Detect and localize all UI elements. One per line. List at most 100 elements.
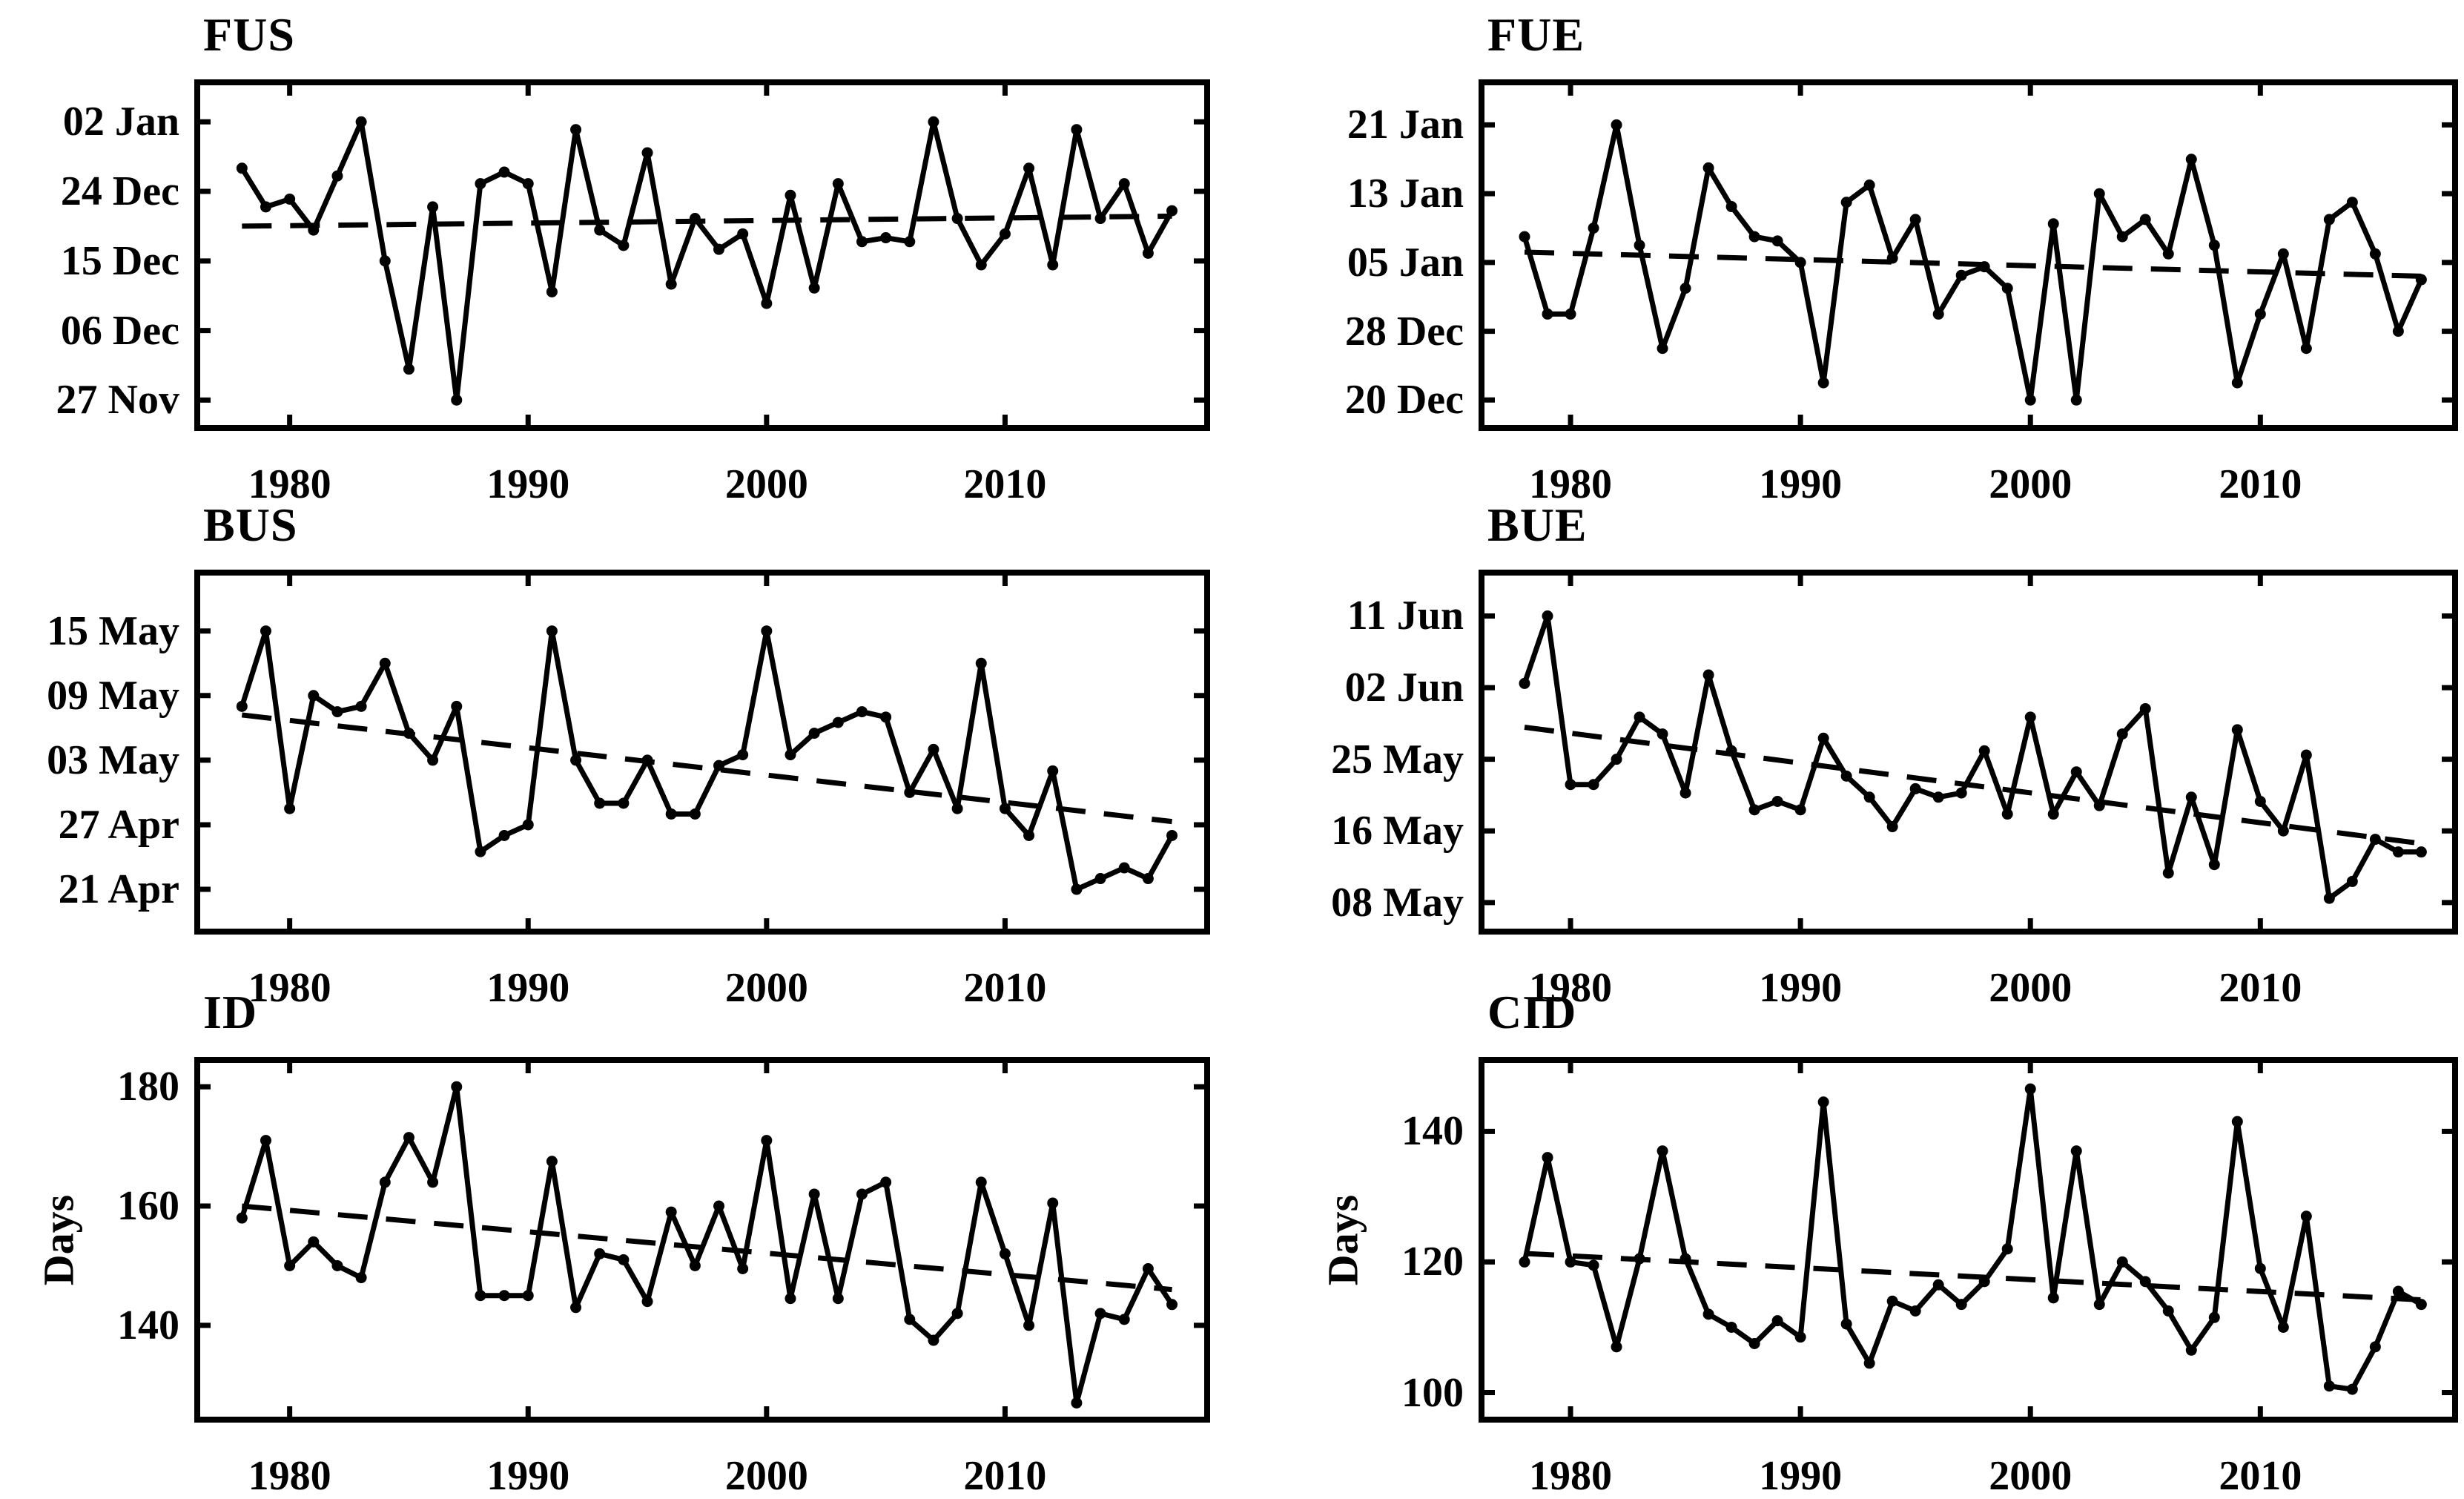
data-point bbox=[2208, 859, 2220, 871]
xtick-label: 2000 bbox=[724, 1453, 808, 1499]
data-line-BUE bbox=[1522, 613, 2424, 901]
data-point bbox=[904, 786, 916, 798]
data-point bbox=[379, 657, 391, 669]
data-point bbox=[1023, 829, 1035, 841]
data-point bbox=[1611, 754, 1622, 765]
data-point bbox=[1611, 119, 1622, 131]
axes-box-CID bbox=[1479, 1057, 2458, 1423]
ytick-label: 100 bbox=[1401, 1369, 1464, 1416]
data-point bbox=[1886, 1295, 1898, 1307]
data-point bbox=[808, 728, 820, 739]
plot-area-CID bbox=[1479, 1057, 2458, 1423]
ytick-label: 21 Jan bbox=[1347, 102, 1464, 148]
data-point bbox=[498, 829, 510, 841]
data-point bbox=[1542, 308, 1553, 320]
data-point bbox=[355, 700, 367, 712]
data-point bbox=[2139, 1276, 2151, 1288]
data-point bbox=[546, 625, 558, 637]
data-point bbox=[546, 1156, 558, 1167]
data-point bbox=[1932, 1279, 1944, 1291]
data-point bbox=[1771, 235, 1783, 247]
data-point bbox=[951, 213, 963, 225]
axes-box-ID bbox=[194, 1057, 1210, 1423]
data-point bbox=[2254, 795, 2266, 807]
xtick-label: 1980 bbox=[248, 965, 331, 1011]
axes-box-BUS bbox=[194, 570, 1210, 935]
data-point bbox=[975, 1176, 987, 1188]
data-point bbox=[1955, 1299, 1967, 1311]
data-point bbox=[475, 1290, 486, 1302]
data-point bbox=[689, 213, 701, 225]
xtick-label: 2000 bbox=[724, 461, 808, 507]
plot-area-FUS bbox=[194, 79, 1210, 431]
data-point bbox=[1702, 162, 1714, 174]
data-point bbox=[2346, 197, 2358, 208]
data-point bbox=[689, 1259, 701, 1271]
panel-title-ID: ID bbox=[203, 986, 258, 1038]
data-point bbox=[1588, 222, 1599, 234]
data-point bbox=[1519, 677, 1530, 689]
xtick-label: 1990 bbox=[1759, 461, 1843, 507]
data-point bbox=[570, 754, 582, 766]
data-point bbox=[427, 201, 439, 213]
data-point bbox=[1023, 1320, 1035, 1331]
data-point bbox=[427, 754, 439, 766]
data-point bbox=[594, 224, 606, 236]
data-point bbox=[594, 797, 606, 809]
data-point bbox=[403, 1132, 414, 1144]
data-point bbox=[856, 236, 868, 248]
data-point bbox=[2323, 1380, 2335, 1392]
data-point bbox=[1118, 1314, 1130, 1325]
plot-area-FUE bbox=[1479, 79, 2458, 431]
data-point bbox=[522, 1290, 534, 1302]
panel-title-FUS: FUS bbox=[203, 8, 295, 61]
data-point bbox=[1955, 787, 1967, 799]
trend-line-ID bbox=[242, 1203, 1172, 1293]
data-point bbox=[641, 1296, 653, 1308]
ytick-label: 21 Apr bbox=[58, 866, 179, 913]
data-point bbox=[355, 116, 367, 128]
data-point bbox=[2415, 1299, 2427, 1311]
data-point bbox=[236, 162, 248, 174]
ytick-label: 28 Dec bbox=[1344, 308, 1464, 355]
data-point bbox=[641, 147, 653, 159]
xtick-label: 2010 bbox=[2219, 461, 2302, 507]
data-point bbox=[904, 236, 916, 248]
data-point bbox=[2139, 702, 2151, 714]
data-point bbox=[928, 743, 939, 755]
data-point bbox=[665, 808, 677, 820]
data-point bbox=[1771, 1315, 1783, 1327]
xtick-label: 1980 bbox=[1529, 965, 1613, 1011]
data-point bbox=[1725, 201, 1737, 213]
data-point bbox=[522, 178, 534, 190]
data-point bbox=[451, 700, 463, 712]
data-point bbox=[570, 1302, 582, 1314]
data-point bbox=[1519, 1256, 1530, 1268]
data-point bbox=[808, 282, 820, 294]
data-point bbox=[2254, 1262, 2266, 1274]
data-point bbox=[2300, 1210, 2312, 1222]
data-point bbox=[785, 189, 796, 201]
data-point bbox=[2185, 791, 2197, 803]
data-point bbox=[1071, 883, 1083, 895]
data-point bbox=[1047, 259, 1059, 271]
data-point bbox=[665, 1206, 677, 1218]
data-point bbox=[498, 166, 510, 178]
xtick-label: 2010 bbox=[2219, 965, 2302, 1011]
xtick-label: 2010 bbox=[963, 461, 1047, 507]
data-point bbox=[451, 394, 463, 406]
data-point bbox=[951, 803, 963, 814]
data-point bbox=[618, 240, 630, 251]
data-point bbox=[665, 278, 677, 290]
panel-title-FUE: FUE bbox=[1487, 8, 1585, 61]
data-point bbox=[2277, 1321, 2289, 1333]
data-point bbox=[1166, 829, 1178, 841]
data-point bbox=[785, 749, 796, 761]
data-point bbox=[2369, 834, 2381, 846]
data-point bbox=[1142, 247, 1154, 259]
data-point bbox=[1909, 1305, 1921, 1317]
xtick-label: 1990 bbox=[1759, 965, 1843, 1011]
axes-box-BUE bbox=[1479, 570, 2458, 935]
data-point bbox=[2323, 214, 2335, 225]
